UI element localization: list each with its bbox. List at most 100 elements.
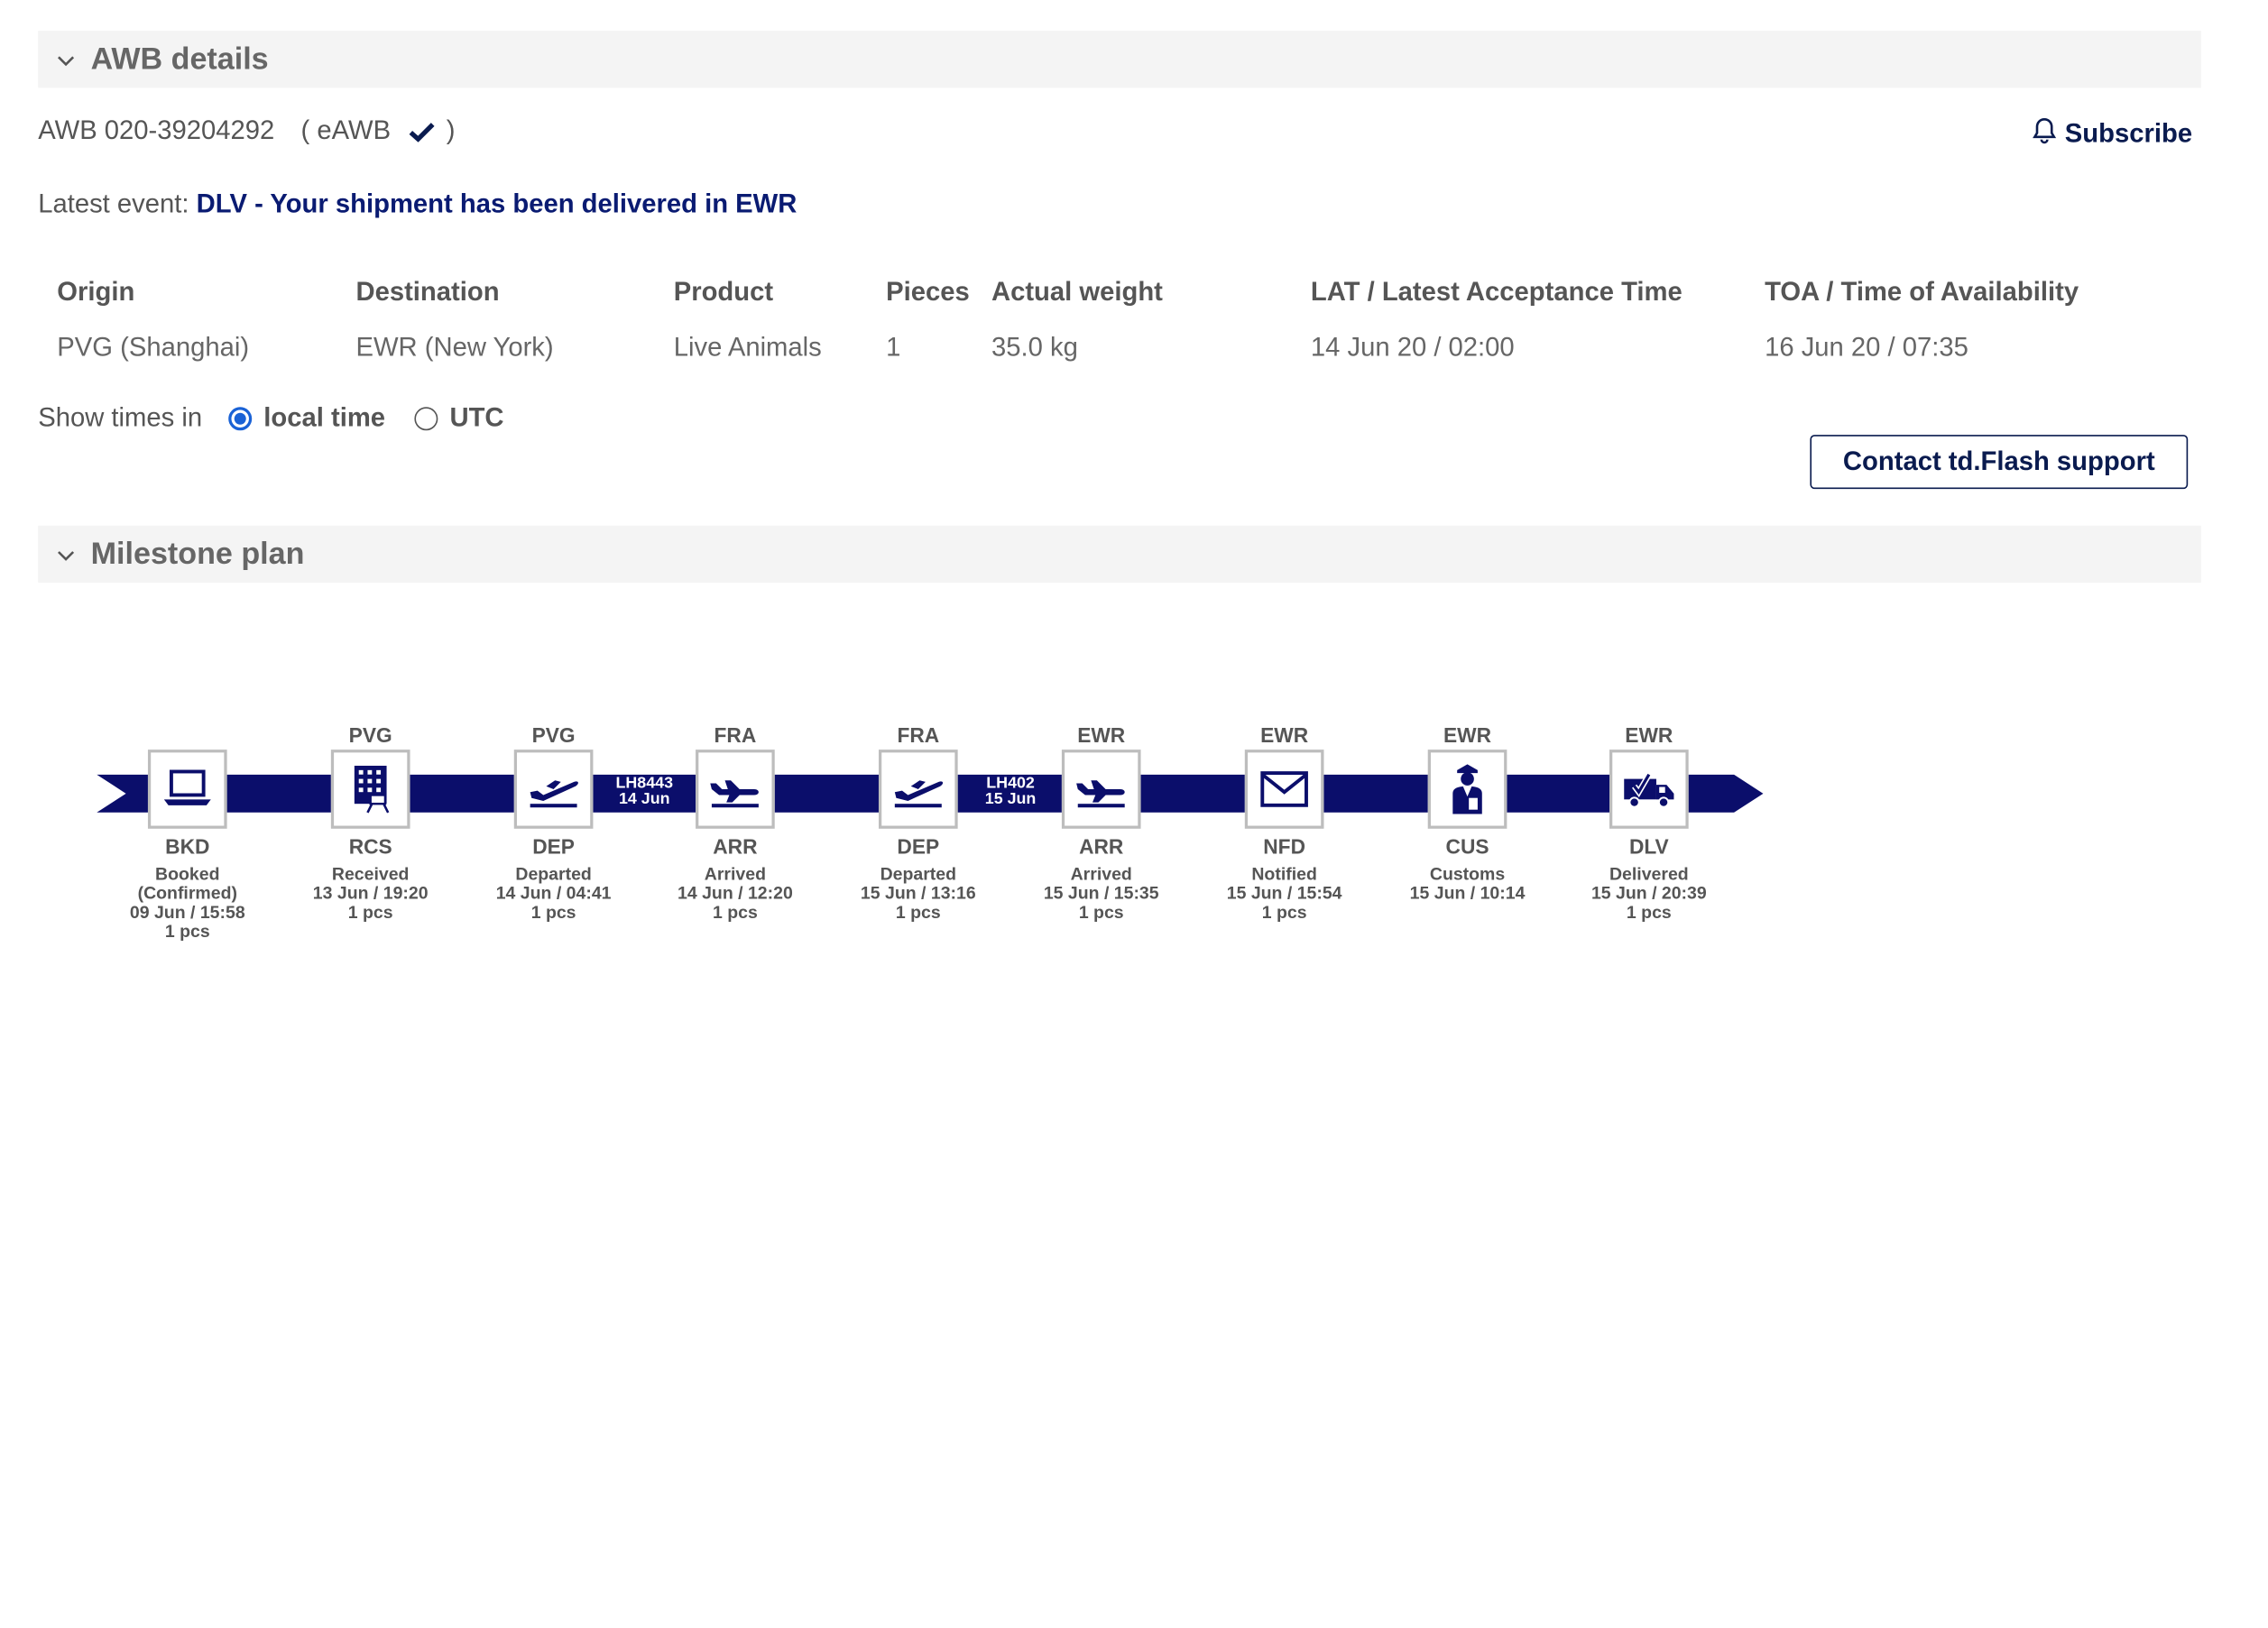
milestone-status: Delivered — [1609, 863, 1689, 885]
milestone-bkd[interactable]: BKD Booked (Confirmed) 09 Jun / 15:58 1 … — [99, 723, 275, 942]
milestone-dlv[interactable]: EWR DLV Delivered 15 Jun / 20:39 1 pcs — [1561, 723, 1737, 923]
milestone-station: EWR — [1625, 722, 1673, 747]
weight-header: Actual weight — [991, 276, 1163, 307]
lat-column: LAT / Latest Acceptance Time 14 Jun 20 /… — [1311, 277, 1683, 363]
milestone-desc: Customs 15 Jun / 10:14 — [1379, 865, 1555, 903]
milestone-status: Arrived — [1070, 863, 1132, 885]
milestone-code: RCS — [348, 834, 392, 859]
milestone-time: 15 Jun / 20:39 — [1590, 882, 1707, 904]
milestone-code: ARR — [1079, 834, 1124, 859]
milestone-time: 09 Jun / 15:58 — [129, 901, 245, 923]
milestone-arr[interactable]: EWR ARR Arrived 15 Jun / 15:35 1 pcs — [1013, 723, 1189, 923]
local-time-radio[interactable] — [228, 406, 253, 430]
destination-header: Destination — [355, 276, 500, 307]
milestone-plan-header[interactable]: Milestone plan — [38, 525, 2201, 584]
origin-column: Origin PVG (Shanghai) — [57, 277, 249, 363]
product-header: Product — [673, 276, 774, 307]
utc-option[interactable]: UTC — [414, 402, 504, 433]
milestone-desc: Booked (Confirmed) 09 Jun / 15:58 1 pcs — [99, 865, 275, 941]
pieces-column: Pieces 1 — [886, 277, 970, 363]
milestone-pieces: 1 pcs — [1626, 901, 1672, 923]
milestone-plan-title: Milestone plan — [90, 536, 305, 571]
origin-value: PVG (Shanghai) — [57, 332, 250, 362]
milestone-status: Departed — [880, 863, 957, 885]
milestone-desc: Delivered 15 Jun / 20:39 1 pcs — [1561, 865, 1737, 922]
local-time-option[interactable]: local time — [228, 402, 385, 433]
toa-value: 16 Jun 20 / 07:35 — [1765, 332, 1968, 362]
weight-value: 35.0 kg — [991, 332, 1078, 362]
milestone-pieces: 1 pcs — [1261, 901, 1307, 923]
milestone-desc: Departed 15 Jun / 13:16 1 pcs — [830, 865, 1006, 922]
contact-support-button[interactable]: Contact td.Flash support — [1810, 435, 2189, 490]
laptop-icon — [147, 750, 227, 829]
milestone-time: 13 Jun / 19:20 — [312, 882, 429, 904]
latest-event: Latest event: DLV - Your shipment has be… — [38, 189, 797, 219]
milestone-timeline: LH8443 14 Jun LH402 15 Jun BKD Booked (C… — [0, 703, 2268, 996]
origin-header: Origin — [57, 276, 135, 307]
plane-departure-icon — [513, 750, 594, 829]
weight-column: Actual weight 35.0 kg — [991, 277, 1163, 363]
milestone-time: 15 Jun / 13:16 — [860, 882, 976, 904]
milestone-code: DLV — [1628, 834, 1669, 859]
milestone-station — [99, 723, 275, 750]
destination-column: Destination EWR (New York) — [355, 277, 553, 363]
plane-arrival-icon — [1061, 750, 1141, 829]
toa-column: TOA / Time of Availability 16 Jun 20 / 0… — [1765, 277, 2079, 363]
milestone-desc: Departed 14 Jun / 04:41 1 pcs — [466, 865, 641, 922]
milestone-arr[interactable]: FRA ARR Arrived 14 Jun / 12:20 1 pcs — [647, 723, 823, 923]
milestone-pieces: 1 pcs — [1078, 901, 1124, 923]
milestone-code: DEP — [532, 834, 575, 859]
flight-number: LH8443 — [615, 774, 674, 793]
milestone-time: 15 Jun / 10:14 — [1409, 882, 1526, 904]
milestone-code: NFD — [1263, 834, 1305, 859]
milestone-pieces: 1 pcs — [712, 901, 758, 923]
lat-header: LAT / Latest Acceptance Time — [1310, 276, 1683, 307]
milestone-station: EWR — [1260, 722, 1309, 747]
flight-label: LH402 15 Jun — [970, 776, 1052, 808]
milestone-code: ARR — [713, 834, 758, 859]
milestone-time: 15 Jun / 15:54 — [1226, 882, 1342, 904]
chevron-down-icon — [56, 544, 77, 565]
customs-officer-icon — [1427, 750, 1507, 829]
milestone-status: Customs — [1429, 863, 1506, 885]
awb-details-title: AWB details — [90, 41, 269, 76]
milestone-desc: Arrived 14 Jun / 12:20 1 pcs — [647, 865, 823, 922]
milestone-code: DEP — [897, 834, 940, 859]
flight-date: 14 Jun — [618, 790, 670, 809]
subscribe-button[interactable]: Subscribe — [2030, 115, 2192, 152]
awb-type-close: ) — [446, 115, 456, 145]
warehouse-icon — [330, 750, 410, 829]
plane-arrival-icon — [696, 750, 775, 829]
utc-radio[interactable] — [414, 406, 438, 430]
milestone-rcs[interactable]: PVG RCS Received 13 Jun / 19:20 1 pcs — [282, 723, 458, 923]
milestone-code: CUS — [1445, 834, 1489, 859]
milestone-pieces: 1 pcs — [164, 921, 210, 942]
milestone-nfd[interactable]: EWR NFD Notified 15 Jun / 15:54 1 pcs — [1196, 723, 1372, 923]
milestone-pieces: 1 pcs — [530, 901, 576, 923]
destination-value: EWR (New York) — [355, 332, 554, 362]
milestone-pieces: 1 pcs — [347, 901, 393, 923]
local-time-label: local time — [263, 402, 386, 432]
bell-icon — [2030, 115, 2065, 152]
milestone-time: 14 Jun / 04:41 — [495, 882, 612, 904]
flight-label: LH8443 14 Jun — [604, 776, 686, 808]
flight-date: 15 Jun — [984, 790, 1037, 809]
milestone-desc: Arrived 15 Jun / 15:35 1 pcs — [1013, 865, 1189, 922]
milestone-dep[interactable]: FRA DEP Departed 15 Jun / 13:16 1 pcs — [830, 723, 1006, 923]
utc-label: UTC — [449, 402, 504, 432]
awb-details-header[interactable]: AWB details — [38, 31, 2201, 88]
time-format-label: Show times in — [38, 402, 203, 432]
milestone-station: EWR — [1443, 722, 1492, 747]
lat-value: 14 Jun 20 / 02:00 — [1310, 332, 1515, 362]
milestone-desc: Notified 15 Jun / 15:54 1 pcs — [1196, 865, 1372, 922]
plane-departure-icon — [878, 750, 958, 829]
milestone-cus[interactable]: EWR CUS Customs 15 Jun / 10:14 — [1379, 723, 1555, 904]
milestone-status: Booked — [155, 863, 220, 885]
awb-number-line: AWB 020-39204292 ( eAWB ) — [38, 115, 455, 146]
milestone-status: Departed — [515, 863, 592, 885]
milestone-status: Received — [331, 863, 410, 885]
milestone-status-detail: (Confirmed) — [137, 882, 237, 904]
milestone-station: PVG — [531, 722, 576, 747]
milestone-dep[interactable]: PVG DEP Departed 14 Jun / 04:41 1 pcs — [466, 723, 641, 923]
pieces-header: Pieces — [886, 276, 970, 307]
